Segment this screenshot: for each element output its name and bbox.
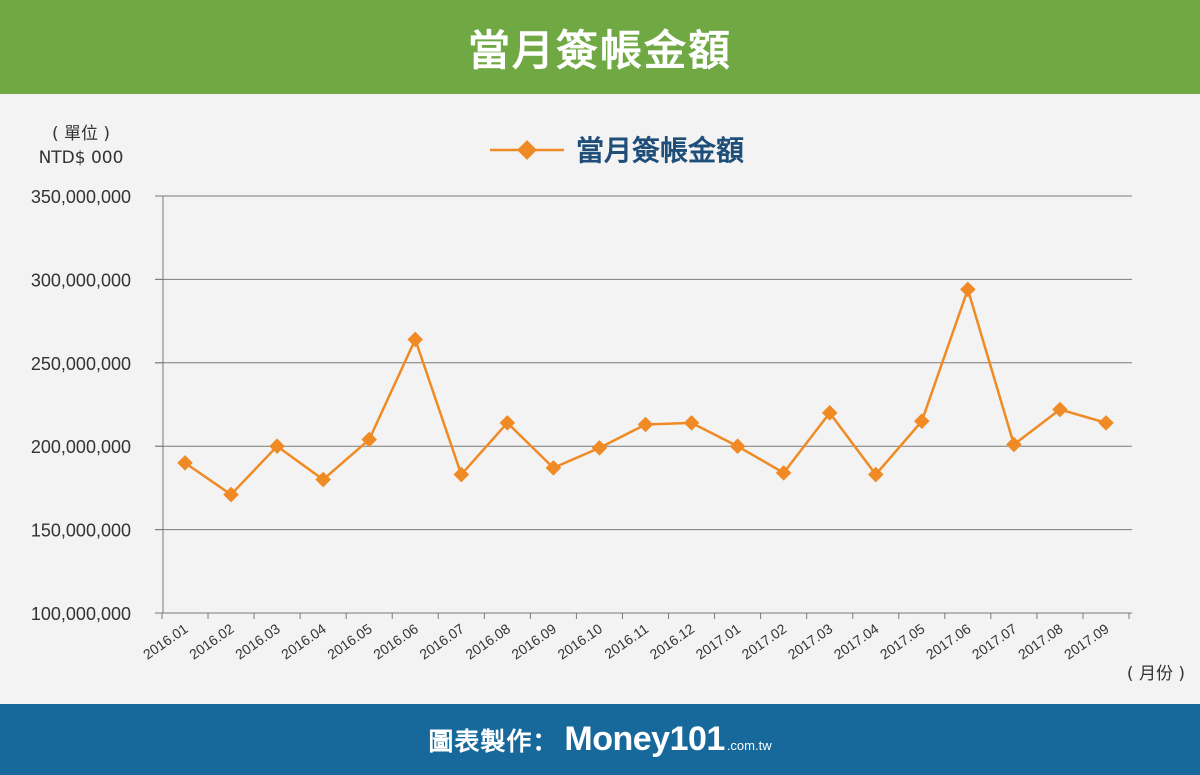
x-tick-label: 2016.11 — [601, 620, 651, 662]
legend-diamond-marker — [517, 140, 537, 160]
data-point-marker — [223, 486, 239, 503]
y-tick-labels: 100,000,000 150,000,000 200,000,000 250,000… — [31, 187, 131, 624]
data-point-marker — [729, 438, 746, 454]
data-point-marker — [683, 415, 700, 431]
credit-prefix: 圖表製作： — [428, 726, 559, 756]
y-tick-label: 250,000,000 — [31, 354, 131, 374]
x-tick-label: 2016.07 — [416, 620, 467, 662]
x-tick-label: 2017.09 — [1061, 620, 1112, 662]
page-title: 當月簽帳金額 — [467, 25, 732, 75]
x-tick-labels: 2016.012016.022016.032016.042016.052016.… — [140, 620, 1112, 662]
x-tick-label: 2017.06 — [923, 620, 974, 662]
data-point-marker — [1098, 415, 1114, 431]
x-tick-label: 2016.02 — [186, 620, 237, 662]
line-chart: 100,000,000 150,000,000 200,000,000 250,000… — [31, 134, 1185, 684]
legend-label: 當月簽帳金額 — [576, 134, 744, 167]
footer-bar: 圖表製作： Money101 .com.tw — [0, 704, 1200, 775]
data-point-marker — [591, 440, 608, 456]
data-point-marker — [637, 416, 654, 433]
legend: 當月簽帳金額 — [490, 134, 744, 167]
data-point-marker — [1052, 401, 1068, 418]
x-tick-label: 2017.02 — [739, 620, 790, 662]
x-unit-label: ( 月份 ) — [1127, 664, 1185, 684]
grid-lines — [155, 195, 1132, 531]
y-unit-line2: NTD$ 000 — [38, 148, 124, 168]
y-tick-label: 200,000,000 — [31, 437, 131, 457]
brand-logo-text: Money101 — [564, 720, 725, 758]
x-tick-label: 2017.03 — [785, 620, 836, 662]
brand-domain: .com.tw — [726, 738, 772, 753]
x-tick-label: 2017.05 — [877, 620, 928, 662]
x-tick-label: 2016.03 — [232, 620, 283, 662]
x-tick-label: 2016.08 — [462, 620, 513, 662]
y-unit-label: ( 單位 ) NTD$ 000 — [26, 122, 136, 170]
series-line-group — [177, 281, 1114, 503]
x-tick-label: 2016.12 — [647, 620, 698, 662]
axes — [155, 195, 1132, 619]
data-point-marker — [177, 455, 193, 471]
series-line — [184, 288, 1107, 496]
y-tick-label: 150,000,000 — [31, 521, 131, 541]
header-bar: 當月簽帳金額 — [0, 0, 1200, 94]
x-tick-label: 2017.04 — [831, 620, 882, 662]
y-tick-label: 300,000,000 — [31, 270, 131, 290]
x-tick-label: 2017.07 — [969, 620, 1020, 662]
x-tick-label: 2016.06 — [370, 620, 421, 662]
y-tick-label: 100,000,000 — [31, 604, 131, 624]
x-tick-label: 2017.08 — [1015, 620, 1066, 662]
y-unit-line1: ( 單位 ) — [51, 124, 111, 144]
data-point-marker — [960, 281, 976, 298]
x-tick-label: 2017.01 — [693, 620, 744, 662]
x-tick-label: 2016.04 — [278, 620, 329, 662]
x-tick-label: 2016.01 — [140, 620, 191, 662]
y-tick-label: 350,000,000 — [31, 187, 131, 207]
x-tick-label: 2016.09 — [508, 620, 559, 662]
data-point-marker — [407, 331, 424, 348]
x-tick-label: 2016.10 — [555, 620, 606, 662]
x-tick-label: 2016.05 — [324, 620, 375, 662]
